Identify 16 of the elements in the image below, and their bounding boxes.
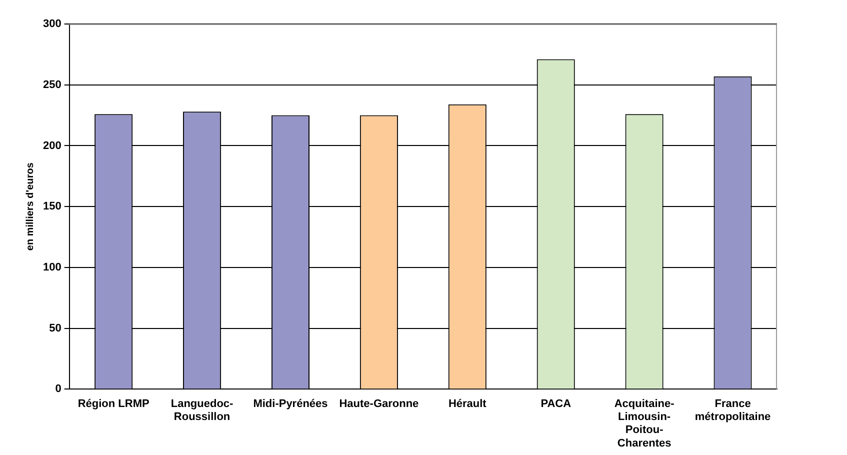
x-tick-label: Acquitaine-Limousin-Poitou-Charentes	[614, 398, 675, 450]
y-tick-label: 50	[49, 322, 62, 334]
x-tick-label: Midi-Pyrénées	[253, 398, 328, 410]
x-tick-label: France métropolitaine	[694, 398, 771, 424]
y-tick-label: 100	[42, 262, 62, 274]
x-tick-label: Languedoc-Roussillon	[170, 398, 234, 424]
y-tick-label: 150	[42, 200, 62, 213]
y-tick-label: 300	[42, 18, 62, 30]
x-tick-label: Région LRMP	[78, 398, 150, 410]
y-axis-title: en milliers d'euros	[24, 162, 36, 251]
y-tick-label: 250	[42, 78, 62, 91]
x-tick-label: Hérault	[448, 398, 487, 410]
x-tick-label: Haute-Garonne	[339, 398, 419, 410]
y-tick-label: 200	[42, 140, 62, 152]
y-tick-label: 0	[55, 383, 62, 396]
x-tick-label: PACA	[540, 398, 572, 410]
